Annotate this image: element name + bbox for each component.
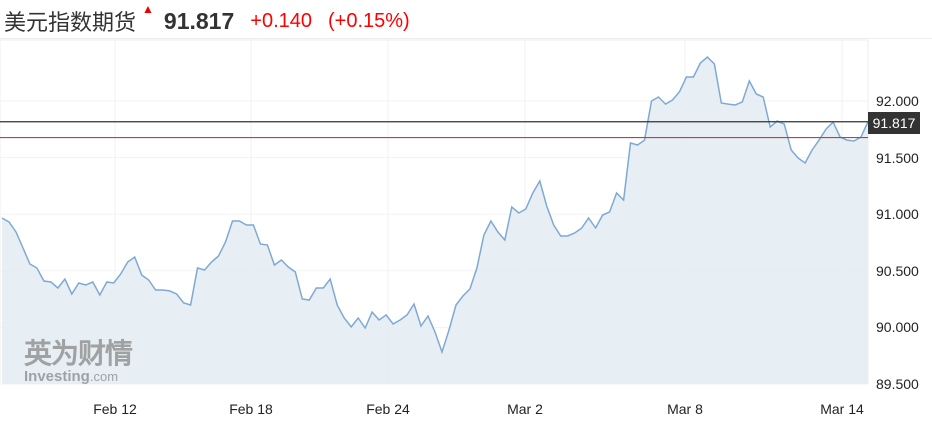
last-price-tag: 91.817 xyxy=(868,112,920,134)
up-arrow-icon: ▲ xyxy=(142,2,154,16)
price-change-percent: (+0.15%) xyxy=(328,9,410,32)
last-price: 91.817 xyxy=(163,7,235,34)
price-change: +0.140 xyxy=(250,9,312,32)
x-tick-label: Feb 24 xyxy=(366,401,410,417)
x-tick-label: Mar 14 xyxy=(820,401,864,417)
x-tick-label: Mar 8 xyxy=(667,401,703,417)
y-tick-label: 91.500 xyxy=(876,149,919,166)
x-tick-label: Feb 18 xyxy=(229,401,273,417)
x-tick-label: Feb 12 xyxy=(93,401,137,417)
y-tick-label: 91.000 xyxy=(876,206,919,223)
price-area-fill xyxy=(2,57,868,384)
y-tick-label: 90.500 xyxy=(876,262,919,279)
y-tick-label: 89.500 xyxy=(876,376,919,392)
y-tick-label: 92.000 xyxy=(876,93,919,109)
header-divider xyxy=(0,38,932,39)
instrument-name: 美元指数期货 xyxy=(4,11,137,36)
x-tick-label: Mar 2 xyxy=(507,401,543,417)
y-tick-label: 90.000 xyxy=(876,319,919,336)
quote-header: 美元指数期货 ▲ 91.817 +0.140 (+0.15%) xyxy=(4,2,410,36)
price-line xyxy=(1,55,869,355)
investing-watermark-logo: 英为财情 Investing.com xyxy=(24,337,133,385)
